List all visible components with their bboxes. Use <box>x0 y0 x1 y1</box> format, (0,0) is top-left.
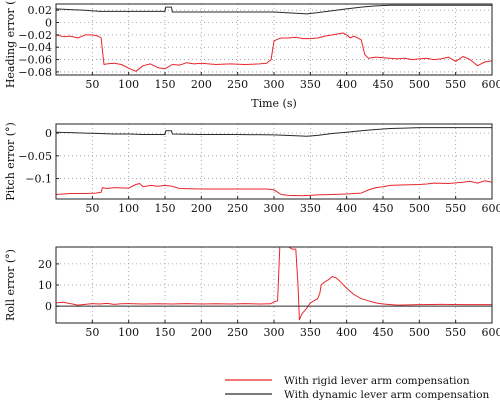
x-tick-label: 500 <box>409 78 430 91</box>
x-tick-label: 550 <box>445 78 466 91</box>
x-tick-label: 300 <box>264 78 285 91</box>
legend-label-dynamic: With dynamic lever arm compensation <box>284 389 490 401</box>
x-tick-label: 50 <box>85 78 99 91</box>
x-tick-label: 400 <box>336 326 357 339</box>
y-tick-label: 0 <box>45 300 52 313</box>
x-tick-label: 600 <box>482 202 500 215</box>
series-line-dynamic <box>55 127 492 137</box>
y-tick-label: −0.02 <box>18 29 52 42</box>
y-tick-label: 20 <box>38 258 52 271</box>
x-tick-label: 500 <box>409 202 430 215</box>
y-tick-label: −0.06 <box>18 54 52 67</box>
x-tick-label: 350 <box>300 202 321 215</box>
x-tick-label: 200 <box>191 326 212 339</box>
series-line-rigid <box>55 246 492 321</box>
x-tick-label: 450 <box>373 78 394 91</box>
x-tick-label: 300 <box>264 202 285 215</box>
panel-roll: 50 100 150 200 250 300 350 400 450 500 550 60020100… <box>4 246 500 339</box>
x-tick-label: 450 <box>373 326 394 339</box>
x-tick-label: 500 <box>409 326 430 339</box>
panel-heading: 50 100 150 200 250 300 350 400 450 500 550 600 0.020… <box>4 0 500 110</box>
x-tick-label: 550 <box>445 202 466 215</box>
x-tick-label: 600 <box>482 78 500 91</box>
y-axis-label: Heading error (°) <box>4 0 17 88</box>
x-tick-label: 550 <box>445 326 466 339</box>
x-tick-label: 50 <box>85 326 99 339</box>
y-tick-label: 10 <box>38 279 52 292</box>
x-tick-label: 100 <box>118 326 139 339</box>
series-line-dynamic <box>55 4 492 15</box>
x-tick-label: 400 <box>336 78 357 91</box>
x-tick-label: 50 <box>85 202 99 215</box>
x-axis-label: Time (s) <box>251 97 297 110</box>
legend: With rigid lever arm compensation With d… <box>225 375 490 401</box>
series-line-rigid <box>55 32 493 72</box>
x-tick-label: 200 <box>191 202 212 215</box>
x-tick-label: 150 <box>155 326 176 339</box>
y-tick-label: 0 <box>45 127 52 140</box>
y-axis-label: Roll error (°) <box>4 249 17 321</box>
x-tick-label: 250 <box>227 78 248 91</box>
x-tick-label: 400 <box>336 202 357 215</box>
y-tick-label: −0.04 <box>18 41 52 54</box>
y-tick-label: −0.1 <box>25 173 52 186</box>
x-tick-label: 450 <box>373 202 394 215</box>
x-tick-label: 100 <box>118 202 139 215</box>
y-tick-label: −0.05 <box>18 150 52 163</box>
x-tick-label: 350 <box>300 78 321 91</box>
x-tick-label: 200 <box>191 78 212 91</box>
y-tick-label: 0.02 <box>28 4 53 17</box>
y-tick-label: −0.08 <box>18 66 52 79</box>
x-tick-label: 150 <box>155 78 176 91</box>
y-axis-label: Pitch error (°) <box>4 122 17 201</box>
x-tick-label: 100 <box>118 78 139 91</box>
legend-label-rigid: With rigid lever arm compensation <box>284 375 470 387</box>
series-line-rigid <box>55 180 493 197</box>
y-tick-label: 0 <box>45 17 52 30</box>
panel-pitch: 50 100 150 200 250 300 350 400 450 500 550 600 0 −0.0… <box>4 122 500 215</box>
x-tick-label: 300 <box>264 326 285 339</box>
x-tick-label: 350 <box>300 326 321 339</box>
chart-panels: 50 100 150 200 250 300 350 400 450 500 550 6000.020… <box>4 0 500 339</box>
x-tick-label: 250 <box>227 326 248 339</box>
x-tick-label: 250 <box>227 202 248 215</box>
x-tick-label: 600 <box>482 326 500 339</box>
x-tick-label: 150 <box>155 202 176 215</box>
